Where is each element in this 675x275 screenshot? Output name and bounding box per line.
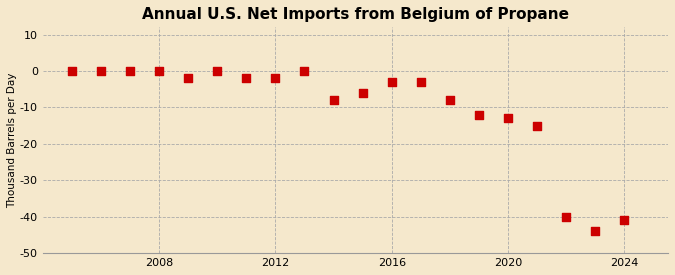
- Point: [474, 112, 485, 117]
- Point: [66, 69, 77, 73]
- Y-axis label: Thousand Barrels per Day: Thousand Barrels per Day: [7, 73, 17, 208]
- Title: Annual U.S. Net Imports from Belgium of Propane: Annual U.S. Net Imports from Belgium of …: [142, 7, 569, 22]
- Point: [503, 116, 514, 120]
- Point: [590, 229, 601, 233]
- Point: [95, 69, 106, 73]
- Point: [270, 76, 281, 81]
- Point: [415, 80, 426, 84]
- Point: [386, 80, 397, 84]
- Point: [328, 98, 339, 102]
- Point: [299, 69, 310, 73]
- Point: [125, 69, 136, 73]
- Point: [154, 69, 165, 73]
- Point: [241, 76, 252, 81]
- Point: [619, 218, 630, 222]
- Point: [532, 123, 543, 128]
- Point: [183, 76, 194, 81]
- Point: [561, 214, 572, 219]
- Point: [212, 69, 223, 73]
- Point: [357, 91, 368, 95]
- Point: [445, 98, 456, 102]
